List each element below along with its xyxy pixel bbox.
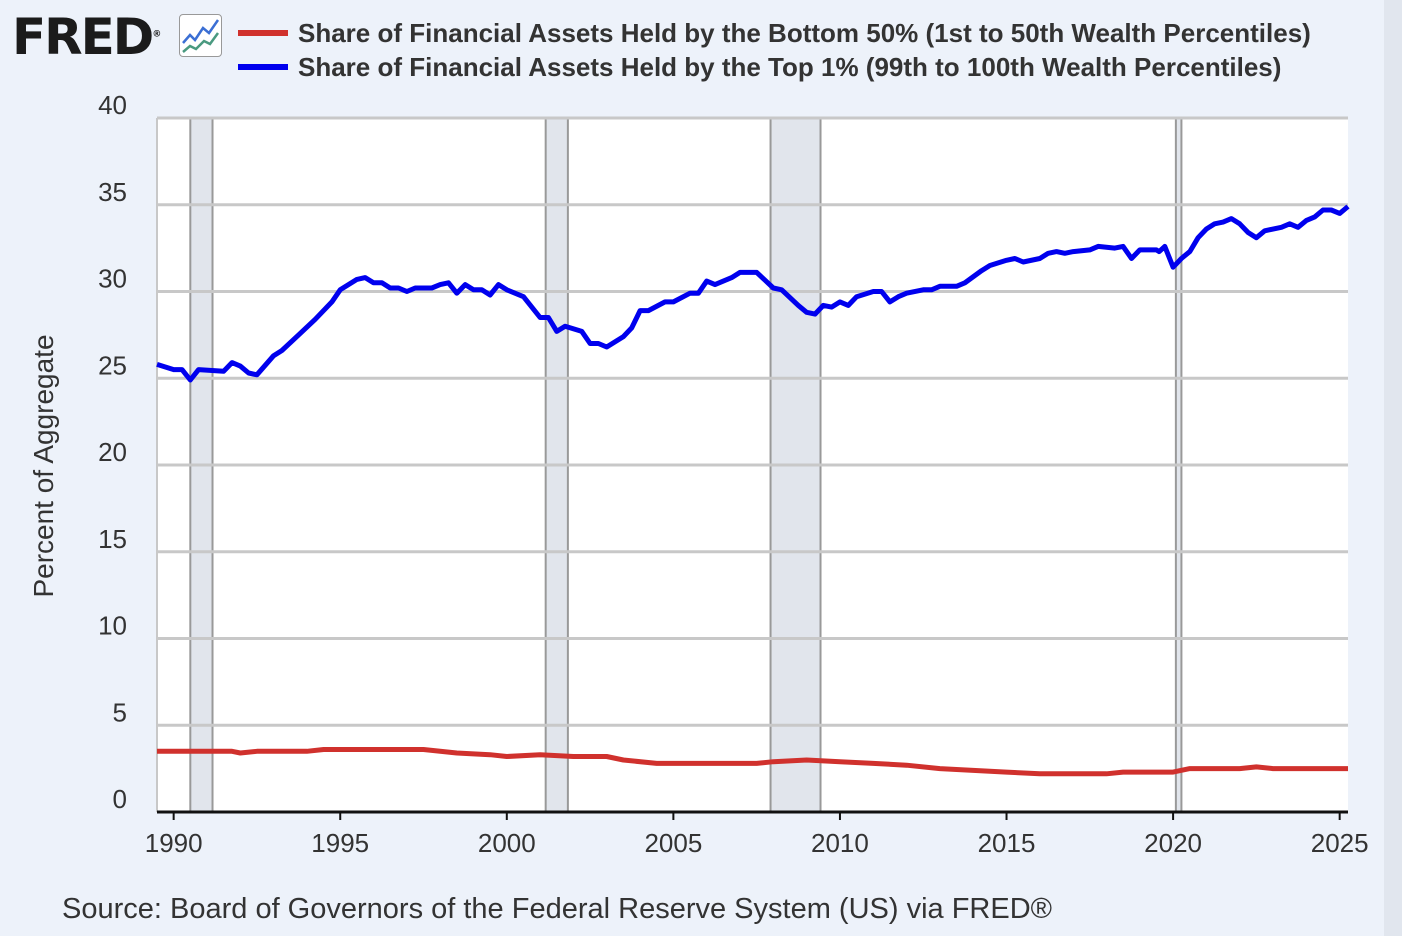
x-tick-label: 2020 [1144,828,1202,858]
x-tick-label: 2015 [978,828,1036,858]
legend-item-top-1: Share of Financial Assets Held by the To… [238,50,1311,84]
y-tick-label: 15 [98,524,127,554]
y-tick-label: 40 [98,90,127,120]
scrollbar-track [1384,0,1402,936]
series-line-top-1 [156,204,1350,383]
legend-swatch [238,30,288,36]
x-tick-label: 2025 [1311,828,1369,858]
y-tick-label: 25 [98,350,127,380]
fred-logo[interactable]: FRED® [12,8,162,66]
y-tick-label: 10 [98,611,127,641]
legend-label: Share of Financial Assets Held by the To… [298,51,1282,82]
legend-swatch [238,64,288,70]
x-tick-label: 2000 [478,828,536,858]
y-tick-label: 5 [113,697,127,727]
y-tick-label: 20 [98,437,127,467]
legend: Share of Financial Assets Held by the Bo… [238,16,1311,84]
x-tick-label: 2010 [811,828,869,858]
series-line-bottom-50 [157,747,1348,777]
x-tick-label: 1995 [311,828,369,858]
x-tick-label: 1990 [145,828,203,858]
y-tick-label: 35 [98,177,127,207]
legend-label: Share of Financial Assets Held by the Bo… [298,17,1311,48]
legend-item-bottom-50: Share of Financial Assets Held by the Bo… [238,16,1311,50]
source-note: Source: Board of Governors of the Federa… [62,893,1053,925]
y-tick-label: 0 [113,784,127,814]
y-tick-label: 30 [98,264,127,294]
line-chart-icon [179,14,222,57]
x-tick-label: 2005 [644,828,702,858]
